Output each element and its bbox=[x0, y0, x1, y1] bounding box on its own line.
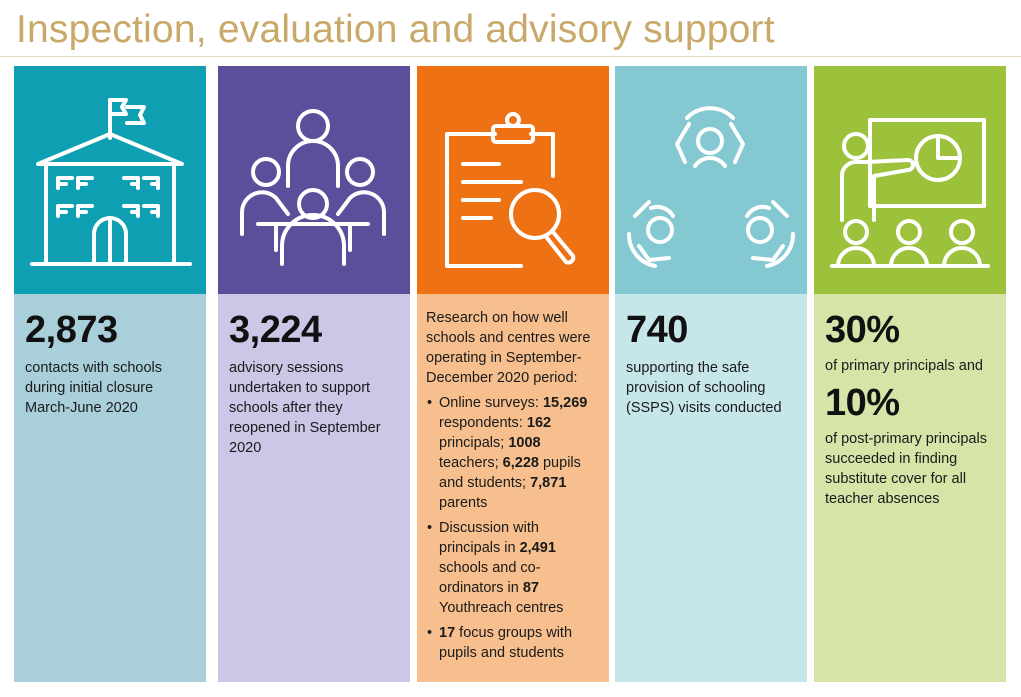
stat-column-ssps: 740 supporting the safe provision of sch… bbox=[615, 66, 807, 682]
bullet-figure: 87 bbox=[522, 580, 539, 596]
bullet-figure: 162 bbox=[526, 415, 552, 431]
column-text-panel: 740 supporting the safe provision of sch… bbox=[615, 294, 807, 682]
bullet-dot: • bbox=[427, 520, 433, 536]
research-bullet-item: • Discussion with principals in 2,491 sch… bbox=[426, 518, 601, 618]
bullet-figure: 15,269 bbox=[542, 395, 588, 411]
bullet-figure: 17 bbox=[439, 625, 456, 641]
stat-description: of primary principals and bbox=[825, 358, 983, 374]
bullet-text: Discussion with principals in bbox=[439, 520, 539, 556]
stat-column-substitute-cover: 30% of primary principals and 10% of pos… bbox=[814, 66, 1006, 682]
bullet-figure: 6,228 bbox=[502, 455, 539, 471]
column-icon-panel bbox=[218, 66, 410, 294]
research-bullet-list: • Online surveys: 15,269 respondents: 162… bbox=[426, 393, 601, 663]
column-text-panel: 2,873 contacts with schools during initi… bbox=[14, 294, 206, 682]
column-text-panel: 3,224 advisory sessions undertaken to su… bbox=[218, 294, 410, 682]
bullet-dot: • bbox=[427, 395, 433, 411]
column-icon-panel bbox=[814, 66, 1006, 294]
bullet-text: parents bbox=[439, 495, 488, 511]
bullet-text: Online surveys: bbox=[439, 395, 543, 411]
research-intro: Research on how well schools and centres… bbox=[426, 310, 591, 386]
column-icon-panel bbox=[615, 66, 807, 294]
stat-value-secondary: 10% bbox=[825, 382, 900, 424]
presenter-classroom-icon bbox=[830, 118, 990, 268]
stat-value: 2,873 bbox=[25, 309, 118, 351]
stat-column-contacts: 2,873 contacts with schools during initi… bbox=[14, 66, 206, 682]
title-divider bbox=[0, 56, 1021, 57]
bullet-text: respondents: bbox=[439, 415, 527, 431]
bullet-text: pupils and students; bbox=[439, 455, 581, 491]
bullet-text: principals; bbox=[439, 435, 509, 451]
research-bullet-item: • Online surveys: 15,269 respondents: 162… bbox=[426, 393, 601, 513]
bullet-dot: • bbox=[427, 625, 433, 641]
bullet-figure: 1008 bbox=[508, 435, 541, 451]
bullet-text: focus groups with pupils and students bbox=[439, 625, 573, 661]
bullet-figure: 7,871 bbox=[530, 475, 567, 491]
clipboard-magnifier-icon bbox=[445, 112, 576, 268]
column-icon-panel bbox=[14, 66, 206, 294]
bullet-figure: 2,491 bbox=[519, 540, 556, 556]
bullet-text: Youthreach centres bbox=[439, 600, 564, 616]
bullet-text: teachers; bbox=[439, 455, 503, 471]
research-bullet-item: • 17 focus groups with pupils and student… bbox=[426, 623, 601, 663]
meeting-group-icon bbox=[240, 109, 386, 266]
stat-value: 3,224 bbox=[229, 309, 322, 351]
school-building-icon bbox=[30, 98, 192, 266]
stat-column-research: Research on how well schools and centres… bbox=[417, 66, 609, 682]
stat-description: supporting the safe provision of schooli… bbox=[626, 360, 782, 416]
stat-value: 740 bbox=[626, 309, 688, 351]
stat-value: 30% bbox=[825, 309, 900, 351]
column-icon-panel bbox=[417, 66, 609, 294]
column-text-panel: Research on how well schools and centres… bbox=[417, 294, 609, 682]
stat-description-secondary: of post-primary principals succeeded in … bbox=[825, 431, 987, 507]
stat-column-advisory: 3,224 advisory sessions undertaken to su… bbox=[218, 66, 410, 682]
stat-description: contacts with schools during initial clo… bbox=[25, 360, 163, 416]
page-title: Inspection, evaluation and advisory supp… bbox=[16, 8, 775, 51]
people-cycle-icon bbox=[626, 106, 796, 268]
stat-description: advisory sessions undertaken to support … bbox=[229, 360, 381, 456]
bullet-text: schools and co-ordinators in bbox=[439, 560, 541, 596]
column-text-panel: 30% of primary principals and 10% of pos… bbox=[814, 294, 1006, 682]
